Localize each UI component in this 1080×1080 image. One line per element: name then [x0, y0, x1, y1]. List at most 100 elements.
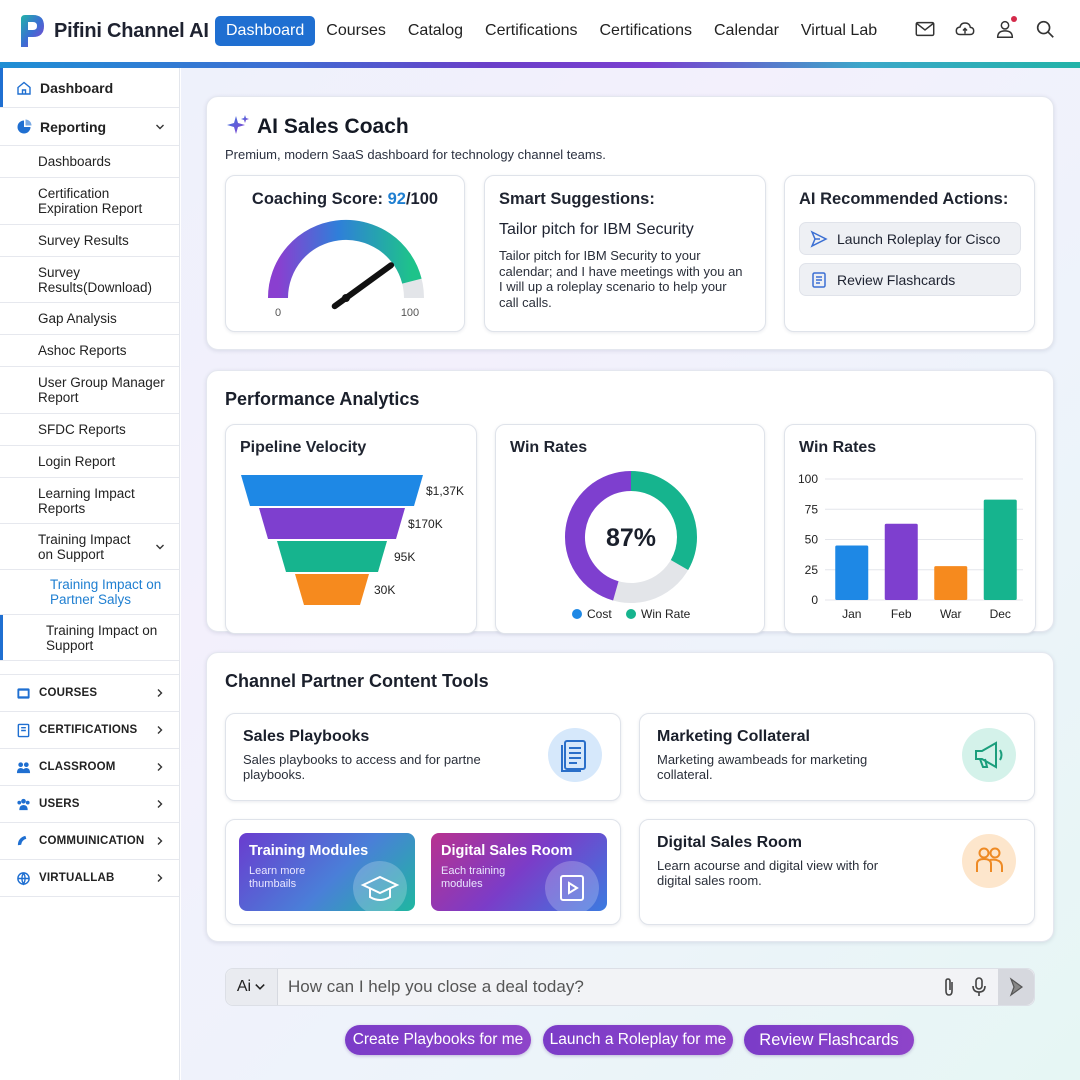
- nav-calendar[interactable]: Calendar: [713, 22, 779, 39]
- sidebar-item-dashboards[interactable]: Dashboards: [0, 146, 179, 178]
- active-indicator: [0, 68, 3, 107]
- win-rate-donut-card: Win Rates 87% Cost Win Rate: [495, 424, 765, 634]
- globe-icon: [17, 871, 30, 886]
- section-label: CLASSROOM: [39, 761, 116, 773]
- search-icon[interactable]: [1034, 18, 1056, 40]
- dsr-mini-desc: Each training modules: [441, 865, 506, 890]
- sidebar-item-survey-download[interactable]: Survey Results(Download): [0, 257, 179, 303]
- win-rate-bar-card: Win Rates 0 25 50 75 100 Jan Feb War Dec: [784, 424, 1036, 634]
- y-tick-label: 75: [805, 502, 819, 516]
- sidebar-item-cert-expiration[interactable]: Certification Expiration Report: [0, 178, 179, 225]
- nav-dashboard[interactable]: Dashboard: [215, 16, 316, 46]
- review-flashcards-button[interactable]: Review Flashcards: [799, 263, 1021, 296]
- nav-virtual-lab[interactable]: Virtual Lab: [800, 22, 878, 39]
- sidebar-item-label: Dashboard: [40, 79, 114, 96]
- user-icon[interactable]: [994, 16, 1017, 40]
- sidebar-section-courses[interactable]: COURSES: [0, 675, 179, 712]
- digital-sales-room-tile[interactable]: Digital Sales Room Each training modules: [431, 833, 607, 911]
- microphone-icon[interactable]: [968, 976, 990, 998]
- sidebar-section-communication[interactable]: COMMUINICATION: [0, 823, 179, 860]
- win-rate-bar-chart: 0 25 50 75 100 Jan Feb War Dec: [798, 472, 1023, 621]
- x-tick-label: Jan: [842, 607, 861, 621]
- bar-war: [934, 566, 968, 600]
- gauge-hub: [342, 294, 350, 302]
- launch-roleplay-button[interactable]: Launch Roleplay for Cisco: [799, 222, 1021, 255]
- chevron-right-icon: [157, 726, 163, 734]
- y-tick-label: 100: [798, 472, 818, 486]
- create-playbooks-button[interactable]: Create Playbooks for me: [345, 1025, 531, 1055]
- sidebar-item-ashoc-reports[interactable]: Ashoc Reports: [0, 335, 179, 367]
- cloud-icon[interactable]: [954, 18, 976, 40]
- review-flashcards-pill-button[interactable]: Review Flashcards: [744, 1025, 914, 1055]
- pie-chart-icon: [17, 119, 32, 133]
- nav-certifications-2[interactable]: Certifications: [599, 22, 692, 39]
- sidebar-item-dashboard[interactable]: Dashboard: [0, 68, 179, 108]
- funnel-stage-label: $1,37K: [426, 484, 464, 498]
- main-content: AI Sales Coach Premium, modern SaaS dash…: [181, 68, 1080, 1080]
- donut-segment-cost: [565, 471, 632, 601]
- sidebar-item-learning-impact[interactable]: Learning Impact Reports: [0, 478, 179, 524]
- pipeline-funnel-chart: $1,37K $170K 95K 30K: [241, 475, 464, 605]
- section-label: USERS: [39, 798, 80, 810]
- active-indicator: [0, 615, 3, 660]
- marketing-collateral-card[interactable]: Marketing Collateral Marketing awambeads…: [639, 713, 1035, 801]
- chevron-down-icon: [156, 544, 164, 549]
- digital-sales-room-card[interactable]: Digital Sales Room Learn acourse and dig…: [639, 819, 1035, 925]
- content-tools-panel: Channel Partner Content Tools Sales Play…: [206, 652, 1054, 942]
- ai-mode-dropdown[interactable]: Ai: [226, 969, 278, 1005]
- legend-label: Cost: [587, 607, 612, 621]
- win-rate-donut-title: Win Rates: [510, 439, 588, 456]
- gauge-fill: [267, 219, 422, 299]
- score-max: /100: [405, 190, 439, 208]
- sidebar-section-classroom[interactable]: CLASSROOM: [0, 749, 179, 786]
- app-title: Pifini Channel AI: [54, 19, 209, 42]
- media-modules-card: Training Modules Learn more thumbails Di…: [225, 819, 621, 925]
- nav-courses[interactable]: Courses: [326, 22, 386, 39]
- coaching-score-card: Coaching Score: 92/100 0 100: [225, 175, 465, 332]
- pipeline-title: Pipeline Velocity: [240, 439, 367, 456]
- sidebar-item-sfdc[interactable]: SFDC Reports: [0, 414, 179, 446]
- x-tick-label: War: [940, 607, 962, 621]
- send-button[interactable]: [998, 969, 1034, 1005]
- y-tick-label: 50: [805, 533, 819, 547]
- sidebar-item-user-group[interactable]: User Group Manager Report: [0, 367, 179, 414]
- x-tick-label: Dec: [990, 607, 1011, 621]
- sidebar-item-reporting[interactable]: Reporting: [0, 108, 179, 146]
- sales-playbooks-card[interactable]: Sales Playbooks Sales playbooks to acces…: [225, 713, 621, 801]
- sidebar-item-training-support[interactable]: Training Impact on Support: [0, 615, 179, 661]
- certificate-icon: [17, 723, 30, 737]
- section-label: VIRTUALLAB: [39, 872, 115, 884]
- chat-input[interactable]: [278, 977, 938, 997]
- paperclip-icon[interactable]: [938, 976, 960, 998]
- performance-analytics-panel: Performance Analytics Pipeline Velocity …: [206, 370, 1054, 634]
- logo-mark-icon: [21, 15, 44, 47]
- legend-dot: [626, 609, 636, 619]
- send-icon: [810, 229, 828, 248]
- main-nav: Dashboard Courses Catalog Certifications…: [215, 16, 888, 46]
- sidebar-item-login[interactable]: Login Report: [0, 446, 179, 478]
- nav-certifications[interactable]: Certifications: [485, 22, 578, 39]
- funnel-stage-1: [241, 475, 423, 506]
- sidebar-item-survey-results[interactable]: Survey Results: [0, 225, 179, 257]
- bar-feb: [884, 523, 918, 600]
- app-logo[interactable]: Pifini Channel AI: [18, 13, 215, 49]
- mail-icon[interactable]: [914, 18, 936, 40]
- coach-subtitle: Premium, modern SaaS dashboard for techn…: [225, 147, 606, 162]
- sidebar-item-training-impact[interactable]: Training Impact on Support: [0, 524, 179, 570]
- funnel-stage-label: 30K: [374, 583, 395, 597]
- sidebar-section-virtuallab[interactable]: VIRTUALLAB: [0, 860, 179, 897]
- courses-icon: [17, 687, 30, 699]
- sidebar-section-users[interactable]: USERS: [0, 786, 179, 823]
- sidebar-item-label: Training Impact on Support: [46, 622, 158, 653]
- ai-mode-label: Ai: [236, 978, 252, 995]
- chevron-right-icon: [157, 874, 163, 882]
- sidebar-section-certifications[interactable]: CERTIFICATIONS: [0, 712, 179, 749]
- top-bar: Pifini Channel AI Dashboard Courses Cata…: [0, 0, 1080, 62]
- chevron-right-icon: [157, 837, 163, 845]
- nav-catalog[interactable]: Catalog: [407, 22, 464, 39]
- sidebar-item-gap-analysis[interactable]: Gap Analysis: [0, 303, 179, 335]
- launch-roleplay-pill-button[interactable]: Launch a Roleplay for me: [543, 1025, 733, 1055]
- action-label: Launch Roleplay for Cisco: [837, 230, 1001, 247]
- sidebar-item-training-partner-sales[interactable]: Training Impact on Partner Salys: [0, 570, 179, 615]
- training-modules-tile[interactable]: Training Modules Learn more thumbails: [239, 833, 415, 911]
